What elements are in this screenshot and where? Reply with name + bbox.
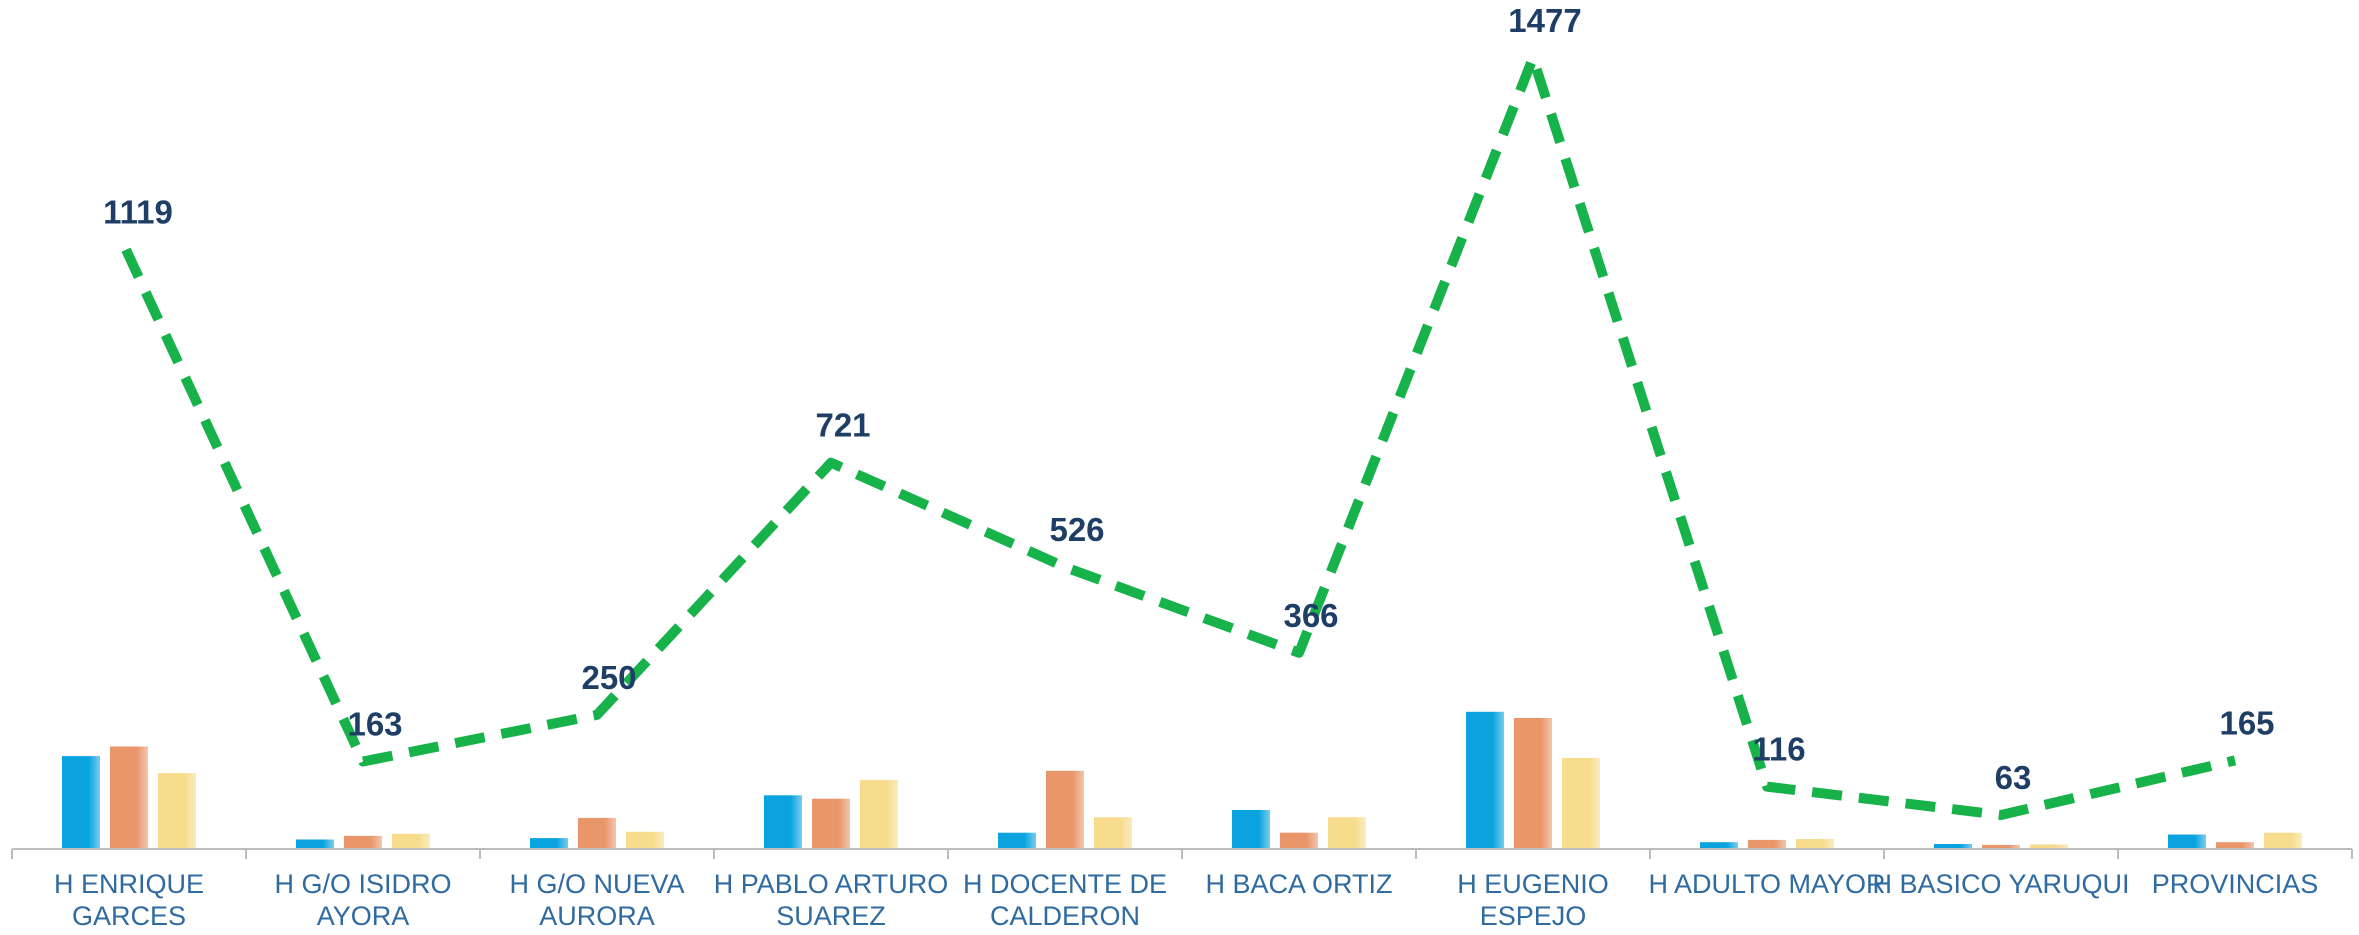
bar-series2-cat9	[1982, 844, 2020, 849]
category-label: H ADULTO MAYOR	[1648, 869, 1885, 899]
bar-series3-cat2	[392, 833, 430, 849]
bar-series2-cat1	[110, 746, 148, 849]
bar-series3-cat8	[1796, 839, 1834, 849]
bar-series1-cat3	[530, 838, 568, 849]
category-label: H PABLO ARTURO SUAREZ	[714, 869, 949, 931]
bar-series2-cat4	[812, 798, 850, 849]
category-label: H G/O NUEVA AURORA	[509, 869, 684, 931]
bar-series1-cat9	[1934, 844, 1972, 849]
bar-series2-cat3	[578, 817, 616, 849]
data-label: 526	[1049, 511, 1104, 548]
data-label: 1119	[103, 194, 173, 231]
data-label: 116	[1752, 731, 1805, 768]
data-label: 63	[1995, 759, 2032, 796]
bar-series1-cat6	[1232, 810, 1270, 849]
data-label: 721	[815, 407, 870, 444]
x-axis	[11, 848, 2353, 859]
category-label: H BACA ORTIZ	[1205, 869, 1392, 899]
category-label: H G/O ISIDRO AYORA	[274, 869, 451, 931]
category-label: PROVINCIAS	[2152, 869, 2319, 899]
bar-series2-cat7	[1514, 718, 1552, 849]
bar-series2-cat8	[1748, 839, 1786, 849]
bar-series3-cat1	[158, 773, 196, 849]
bar-series3-cat3	[626, 831, 664, 849]
bar-series1-cat1	[62, 756, 100, 849]
category-label: H EUGENIO ESPEJO	[1457, 869, 1609, 931]
data-labels: 1119 163 250 721 526 366 1477 116 63 165	[103, 2, 2274, 796]
category-label: H DOCENTE DE CALDERON	[963, 869, 1167, 931]
bar-series1-cat5	[998, 832, 1036, 849]
bar-series2-cat10	[2216, 842, 2254, 849]
bar-series2-cat5	[1046, 770, 1084, 849]
bar-series-group	[62, 711, 2302, 849]
bar-series2-cat2	[344, 835, 382, 849]
bar-series3-cat6	[1328, 817, 1366, 849]
bar-series3-cat7	[1562, 757, 1600, 849]
bar-series1-cat7	[1466, 711, 1504, 849]
data-label: 250	[581, 659, 636, 696]
category-label: H ENRIQUE GARCES	[54, 869, 204, 931]
data-label: 1477	[1508, 2, 1581, 39]
bar-series1-cat4	[764, 795, 802, 849]
bar-series3-cat4	[860, 779, 898, 849]
bar-series3-cat5	[1094, 817, 1132, 849]
trend-line	[121, 53, 2237, 820]
bar-series2-cat6	[1280, 832, 1318, 849]
bar-series3-cat10	[2264, 832, 2302, 849]
data-label: 165	[2219, 704, 2274, 741]
bar-series1-cat10	[2168, 834, 2206, 849]
bar-series3-cat9	[2030, 844, 2068, 849]
bar-series1-cat8	[1700, 842, 1738, 849]
data-label: 366	[1283, 597, 1338, 634]
category-labels: H ENRIQUE GARCES H G/O ISIDRO AYORA H G/O NU…	[54, 869, 2318, 931]
trend-line-group	[121, 53, 2237, 820]
bar-series1-cat2	[296, 839, 334, 849]
data-label: 163	[347, 705, 402, 742]
category-label: H BASICO YARUQUI	[1872, 869, 2129, 899]
